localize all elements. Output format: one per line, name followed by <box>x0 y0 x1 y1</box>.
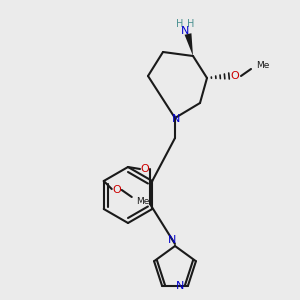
Text: N: N <box>168 235 176 245</box>
Text: O: O <box>141 164 149 174</box>
Polygon shape <box>184 33 193 56</box>
Text: N: N <box>181 26 189 36</box>
Text: N: N <box>176 281 184 291</box>
Text: H: H <box>176 19 184 29</box>
Text: H: H <box>187 19 195 29</box>
Text: O: O <box>231 71 239 81</box>
Text: N: N <box>172 114 180 124</box>
Text: Me: Me <box>256 61 269 70</box>
Text: O: O <box>112 185 121 195</box>
Text: Me: Me <box>136 196 149 206</box>
